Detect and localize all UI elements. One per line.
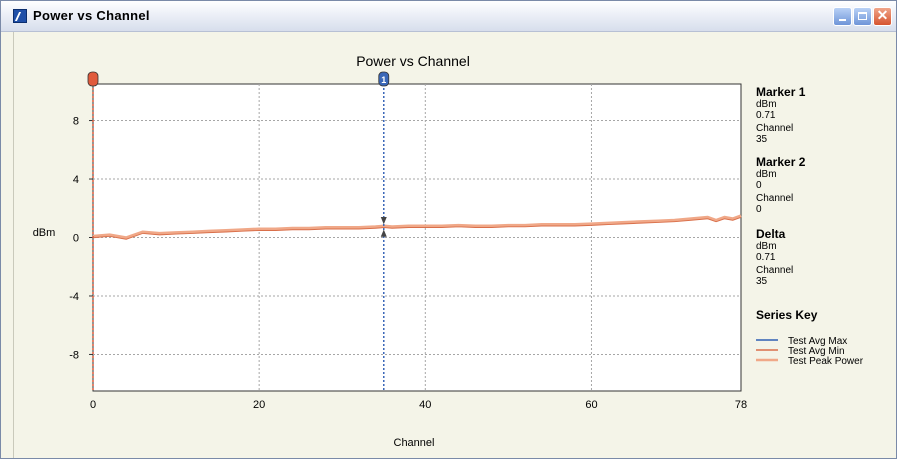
marker-handle-label-0: 1 [381,75,386,85]
maximize-button[interactable] [853,7,872,26]
window-title: Power vs Channel [33,8,150,23]
legend-label-1: Test Avg Min [788,346,845,357]
y-tick-label: 4 [73,174,79,186]
chart-title: Power vs Channel [356,53,470,69]
y-tick-label: -4 [69,291,79,303]
marker-delta-arrow-top [380,217,387,225]
minimize-icon [839,19,846,21]
x-tick-label: 40 [419,399,431,411]
power-vs-channel-chart[interactable]: Power vs Channel dBm Channel 0 20 40 60 7884… [14,32,897,458]
delta-title: Delta [756,227,786,241]
delta-channel-label: Channel [756,265,793,276]
x-tick-label: 20 [253,399,265,411]
minimize-button[interactable] [833,7,852,26]
marker2-unit: dBm [756,169,777,180]
delta-unit: dBm [756,241,777,252]
y-tick-label: 8 [73,116,79,128]
marker1-title: Marker 1 [756,85,806,99]
y-tick-label: 0 [73,233,79,245]
series-key-title: Series Key [756,308,818,322]
delta-channel-value: 35 [756,276,768,287]
marker-readout-panel: Marker 1 dBm 0.71 Channel 35 Marker 2 dB… [756,85,818,322]
marker1-unit: dBm [756,99,777,110]
marker2-channel-value: 0 [756,204,762,215]
close-button[interactable]: ✕ [873,7,892,26]
x-tick-label: 78 [735,399,747,411]
app-icon [13,9,27,23]
marker1-channel-value: 35 [756,134,768,145]
marker1-value: 0.71 [756,110,776,121]
series-line-2 [92,214,742,239]
marker-handle-1 [87,71,99,87]
marker2-title: Marker 2 [756,155,806,169]
marker-handle-0 [378,71,390,87]
legend-label-0: Test Avg Max [788,336,847,347]
y-tick-label: -8 [69,349,79,361]
chart-area: Power vs Channel dBm Channel 0 20 40 60 78 8 4… [13,32,897,458]
title-bar[interactable]: Power vs Channel ✕ [1,1,896,32]
x-axis-label: Channel [394,437,435,449]
close-icon: ✕ [876,7,889,23]
maximize-icon [858,12,867,20]
x-tick-label: 0 [90,399,96,411]
marker2-channel-label: Channel [756,193,793,204]
x-tick-label: 60 [585,399,597,411]
series-line-1 [92,216,742,240]
delta-value: 0.71 [756,252,776,263]
y-axis-label: dBm [33,227,56,239]
marker2-value: 0 [756,180,762,191]
legend-label-2: Test Peak Power [788,356,864,367]
marker-delta-arrow-bottom [380,229,387,237]
marker1-channel-label: Channel [756,123,793,134]
